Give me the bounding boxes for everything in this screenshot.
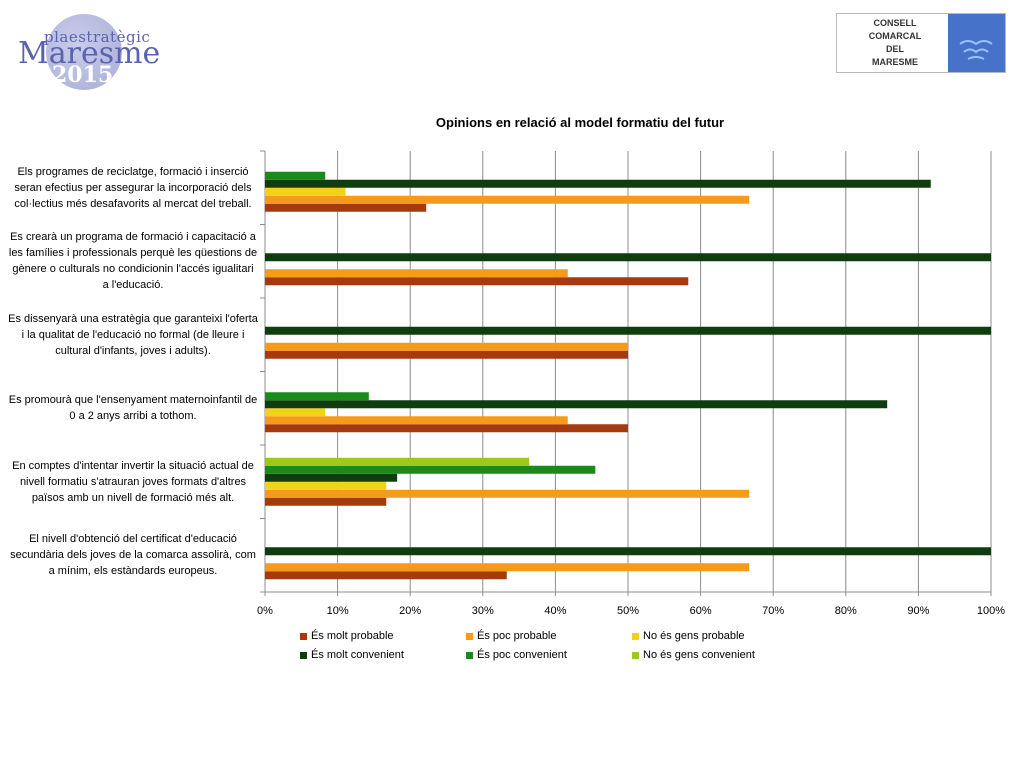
x-tick-label: 100% bbox=[977, 605, 1005, 617]
bar bbox=[265, 171, 326, 180]
category-label: En comptes d'intentar invertir la situac… bbox=[12, 459, 254, 504]
legend-item: És molt probable bbox=[300, 630, 394, 642]
logo-circle bbox=[46, 14, 122, 90]
bar bbox=[265, 203, 427, 212]
category-label: Es crearà un programa de formació i capa… bbox=[8, 231, 258, 292]
legend-label: És poc probable bbox=[477, 630, 557, 642]
bar bbox=[265, 473, 398, 482]
legend-swatch bbox=[466, 651, 473, 659]
legend-swatch bbox=[632, 651, 639, 659]
legend-item: És poc probable bbox=[466, 630, 557, 642]
x-tick-label: 70% bbox=[762, 605, 784, 617]
x-tick-label: 40% bbox=[544, 605, 566, 617]
bar bbox=[265, 400, 888, 409]
logo-year: 2015 bbox=[52, 62, 114, 88]
category-label: Es promourà que l'ensenyament maternoinf… bbox=[8, 394, 258, 423]
emblem-icon bbox=[959, 40, 993, 60]
x-tick-label: 10% bbox=[327, 605, 349, 617]
x-tick-label: 20% bbox=[399, 605, 421, 617]
legend-label: No és gens convenient bbox=[643, 649, 755, 661]
legend-swatch bbox=[466, 632, 473, 640]
logo-text: CONSELL COMARCAL DEL MARESME bbox=[841, 17, 949, 69]
bar bbox=[265, 277, 689, 286]
legend-item: És molt convenient bbox=[300, 649, 404, 661]
category-label: El nivell d'obtenció del certificat d'ed… bbox=[10, 533, 256, 578]
x-tick-label: 80% bbox=[835, 605, 857, 617]
logo-line: MARESME bbox=[871, 57, 918, 67]
legend-label: No és gens probable bbox=[643, 630, 745, 642]
x-tick-label: 0% bbox=[257, 605, 273, 617]
bar bbox=[265, 269, 568, 278]
x-tick-label: 60% bbox=[690, 605, 712, 617]
legend-label: És poc convenient bbox=[477, 649, 567, 661]
bar bbox=[265, 408, 326, 417]
bar bbox=[265, 416, 568, 425]
bar bbox=[265, 195, 750, 204]
plaestrategic-logo: plaestratègic Maresme 2015 bbox=[18, 10, 160, 90]
logo-line: DEL bbox=[886, 44, 904, 54]
x-tick-label: 50% bbox=[617, 605, 639, 617]
legend-item: No és gens probable bbox=[632, 630, 745, 642]
legend-item: És poc convenient bbox=[466, 649, 567, 661]
bar bbox=[265, 350, 628, 359]
bar bbox=[265, 326, 991, 335]
x-tick-label: 90% bbox=[907, 605, 929, 617]
logo-subtitle: plaestratègic bbox=[44, 28, 151, 46]
bar bbox=[265, 481, 387, 490]
bar bbox=[265, 179, 931, 188]
chart-title: Opinions en relació al model formatiu de… bbox=[435, 115, 725, 130]
bar bbox=[265, 187, 346, 196]
legend-item: No és gens convenient bbox=[632, 649, 755, 661]
bar bbox=[265, 342, 628, 351]
bar bbox=[265, 489, 750, 498]
legend-label: És molt convenient bbox=[311, 649, 404, 661]
legend-swatch bbox=[300, 651, 307, 659]
bar bbox=[265, 392, 369, 401]
legend-swatch bbox=[300, 632, 307, 640]
legend-label: És molt probable bbox=[311, 630, 394, 642]
logo-name: Maresme bbox=[18, 36, 161, 71]
bar bbox=[265, 571, 507, 580]
consell-comarcal-logo: CONSELL COMARCAL DEL MARESME bbox=[836, 13, 1006, 73]
category-label: Els programes de reciclatge, formació i … bbox=[14, 165, 252, 210]
bar bbox=[265, 497, 387, 506]
category-label: Es dissenyarà una estratègia que garante… bbox=[8, 312, 258, 357]
bar bbox=[265, 253, 991, 262]
bar bbox=[265, 465, 596, 474]
legend-swatch bbox=[632, 632, 639, 640]
logo-emblem bbox=[948, 14, 1005, 72]
bar bbox=[265, 547, 991, 556]
logo-line: COMARCAL bbox=[868, 31, 922, 41]
logo-line: CONSELL bbox=[873, 18, 917, 28]
bar bbox=[265, 424, 628, 433]
bar bbox=[265, 563, 750, 572]
x-tick-label: 30% bbox=[472, 605, 494, 617]
bar bbox=[265, 457, 530, 466]
